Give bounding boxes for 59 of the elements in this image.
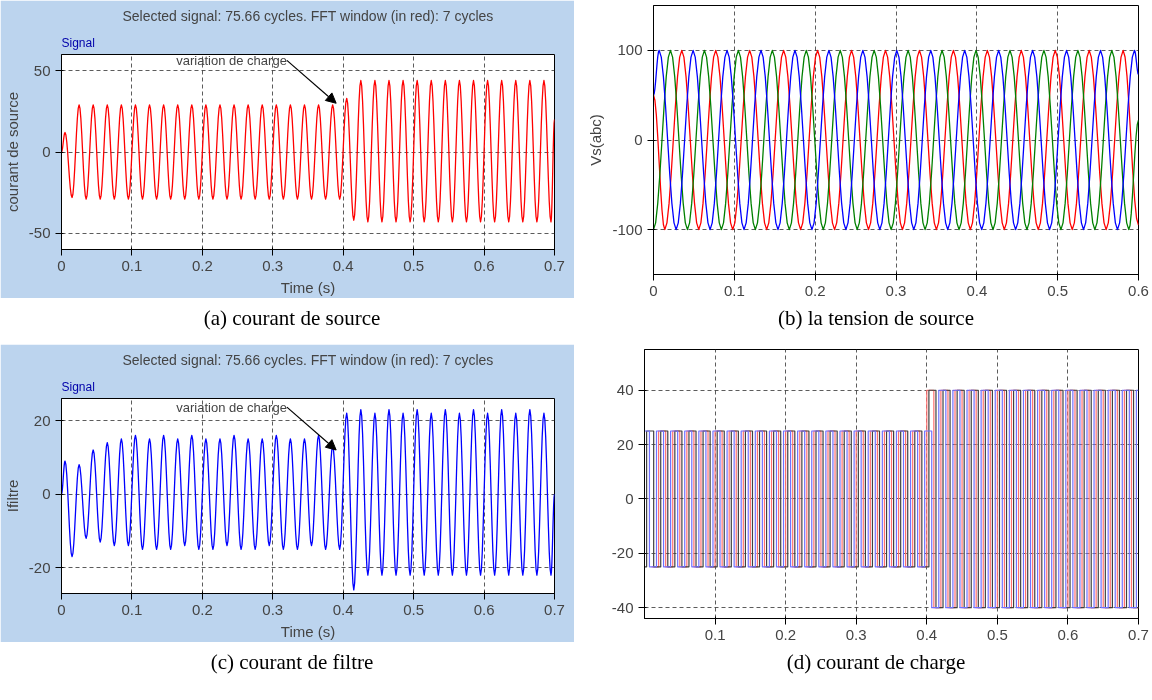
y-axis-title: Vs(abc) xyxy=(587,114,605,166)
y-tick-label: -20 xyxy=(611,544,634,562)
x-tick-label: 0.1 xyxy=(121,256,143,274)
x-tick-label: 0.5 xyxy=(403,600,425,618)
x-axis-title: Time (s) xyxy=(280,622,336,640)
y-tick-label: 20 xyxy=(616,435,634,453)
x-tick-label: 0.6 xyxy=(473,600,495,618)
y-tick-label: 20 xyxy=(33,411,51,429)
x-tick-label: 0.2 xyxy=(191,256,213,274)
chart-title: Selected signal: 75.66 cycles. FFT window (in red): 7 cycles xyxy=(122,7,494,24)
y-axis-title: Ifiltre xyxy=(3,479,21,513)
x-tick-label: 0.1 xyxy=(121,600,143,618)
x-tick-label: 0.3 xyxy=(845,625,867,643)
y-tick-label: -40 xyxy=(611,598,634,616)
x-tick-label: 0.2 xyxy=(775,625,797,643)
text: (d) courant de charge xyxy=(786,649,966,676)
x-tick-label: 0.3 xyxy=(262,256,284,274)
x-tick-label: 0.4 xyxy=(332,600,354,618)
x-tick-label: 0 xyxy=(57,256,66,274)
x-tick-label: 0.5 xyxy=(403,256,425,274)
y-tick-label: -20 xyxy=(28,558,51,576)
x-tick-label: 0.4 xyxy=(966,281,988,299)
x-tick-label: 0 xyxy=(649,281,658,299)
text: (b) la tension de source xyxy=(778,305,974,332)
x-tick-label: 0.6 xyxy=(1057,625,1079,643)
x-tick-label: 0.2 xyxy=(191,600,213,618)
y-tick-label: 0 xyxy=(42,485,51,503)
y-tick-label: -50 xyxy=(28,224,51,242)
y-tick-label: 40 xyxy=(616,381,634,399)
y-tick-label: 0 xyxy=(634,131,643,148)
y-tick-label: 50 xyxy=(33,61,51,79)
x-tick-label: 0.2 xyxy=(804,281,826,299)
x-tick-label: 0.3 xyxy=(885,281,907,299)
x-tick-label: 0.6 xyxy=(473,256,495,274)
x-tick-label: 0.7 xyxy=(1128,625,1149,643)
x-tick-label: 0.1 xyxy=(704,625,726,643)
y-tick-label: 0 xyxy=(42,143,51,160)
x-tick-label: 0.7 xyxy=(544,256,565,274)
x-tick-label: 0.4 xyxy=(332,256,354,274)
y-tick-label: 100 xyxy=(617,41,643,59)
text: Signal xyxy=(61,35,95,50)
y-tick-label: 0 xyxy=(625,489,634,507)
text: Signal xyxy=(61,379,95,394)
x-tick-label: 0.5 xyxy=(986,625,1008,643)
annotation: variation de charge xyxy=(176,399,287,415)
x-axis-title: Time (s) xyxy=(280,278,336,296)
y-tick-label: -100 xyxy=(612,220,643,238)
chart-title: Selected signal: 75.66 cycles. FFT window (in red): 7 cycles xyxy=(122,351,494,368)
x-tick-label: 0.5 xyxy=(1047,281,1069,299)
x-tick-label: 0 xyxy=(57,600,66,618)
x-tick-label: 0.6 xyxy=(1128,281,1149,299)
x-tick-label: 0.7 xyxy=(544,600,565,618)
annotation: variation de charge xyxy=(176,52,287,68)
x-tick-label: 0.4 xyxy=(916,625,938,643)
text: (a) courant de source xyxy=(203,305,381,332)
text: (c) courant de filtre xyxy=(210,649,374,676)
x-tick-label: 0.1 xyxy=(723,281,745,299)
x-tick-label: 0.3 xyxy=(262,600,284,618)
y-axis-title: courant de source xyxy=(3,91,21,213)
